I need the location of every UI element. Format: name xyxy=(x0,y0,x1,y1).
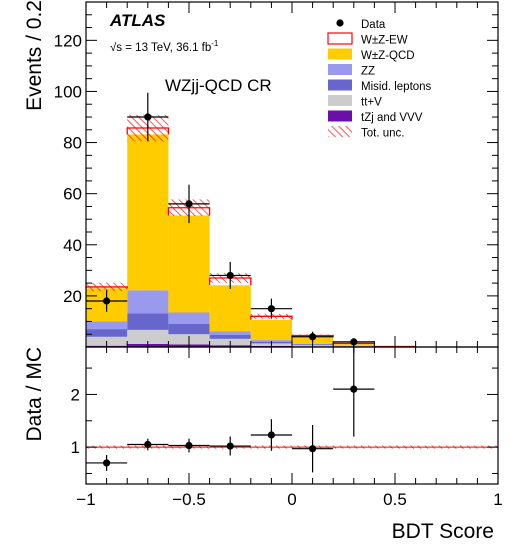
bar-misid-leptons-bin-1 xyxy=(127,313,169,330)
legend-w-z-ew-label: W±Z-EW xyxy=(361,35,408,47)
ratio-point-0 xyxy=(103,459,111,467)
legend-tt-v-swatch xyxy=(328,95,352,106)
bar-zz-bin-4 xyxy=(250,340,292,342)
bar-w-z-qcd-bin-4 xyxy=(250,319,292,341)
experiment-label: ATLAS xyxy=(109,11,166,30)
data-point-0 xyxy=(103,297,111,305)
legend-tzj-and-vvv-label: tZj and VVV xyxy=(361,112,423,124)
top-panel-ticks: 20 40 60 80 100 120 xyxy=(54,2,499,347)
bar-zz-bin-3 xyxy=(209,331,251,335)
data-point-2 xyxy=(185,200,193,208)
region-label: WZjj-QCD CR xyxy=(165,76,272,95)
bar-w-z-qcd-bin-1 xyxy=(127,134,169,291)
x-tick-label: −1 xyxy=(76,490,95,509)
legend-data-label: Data xyxy=(361,19,386,31)
ratio-point-5 xyxy=(309,445,317,453)
legend-zz-swatch xyxy=(328,64,352,75)
data-point-3 xyxy=(226,271,234,280)
legend: Data W±Z-EW W±Z-QCD ZZ Misid. leptons tt+V tZj… xyxy=(327,19,432,140)
top-y-tick-label: 100 xyxy=(54,82,82,101)
bar-zz-bin-2 xyxy=(168,312,210,324)
data-point-5 xyxy=(309,333,317,341)
bar-misid-leptons-bin-2 xyxy=(168,324,210,335)
top-y-tick-label: 80 xyxy=(63,134,82,153)
bar-tt-v-bin-1 xyxy=(127,329,169,344)
energy-superscript: -1 xyxy=(211,39,219,48)
bar-zz-bin-0 xyxy=(86,321,128,330)
data-point-1 xyxy=(144,113,152,121)
bar-w-z-qcd-bin-2 xyxy=(168,215,210,313)
legend-tot-unc--swatch xyxy=(328,126,352,137)
ratio-point-4 xyxy=(267,431,275,439)
ratio-panel-frame xyxy=(85,346,499,485)
legend-misid-leptons-label: Misid. leptons xyxy=(361,81,432,93)
top-y-tick-label: 60 xyxy=(63,185,82,204)
unc-bin-0 xyxy=(86,282,128,292)
bar-zz-bin-1 xyxy=(127,290,169,314)
energy-label: √s = 13 TeV, 36.1 fb-1 xyxy=(110,39,219,54)
top-y-tick-label: 120 xyxy=(54,31,82,50)
x-axis-title: BDT Score xyxy=(392,520,494,543)
x-tick-label: −0.5 xyxy=(172,490,206,509)
x-tick-label: 1 xyxy=(493,490,502,509)
legend-tot-unc--label: Tot. unc. xyxy=(361,128,404,140)
top-y-tick-label: 40 xyxy=(63,236,82,255)
data-point-4 xyxy=(267,305,275,313)
top-y-tick-label: 20 xyxy=(63,287,82,306)
legend-tt-v-label: tt+V xyxy=(361,97,382,109)
bar-misid-leptons-bin-0 xyxy=(86,329,128,337)
ratio-y-tick-label: 2 xyxy=(71,385,80,404)
legend-misid-leptons-swatch xyxy=(328,79,352,91)
ratio-y-tick-label: 1 xyxy=(71,438,80,457)
ratio-uncertainty-band xyxy=(86,445,498,449)
ratio-point-6 xyxy=(350,385,358,393)
x-tick-label: 0.5 xyxy=(383,490,407,509)
ratio-panel-ticks: 1 2 −1 −0.5 0 0.5 1 xyxy=(71,347,503,509)
ratio-points xyxy=(86,341,375,473)
legend-zz-label: ZZ xyxy=(361,66,375,78)
legend-data-marker xyxy=(336,19,344,27)
ratio-point-2 xyxy=(185,441,193,450)
legend-w-z-qcd-label: W±Z-QCD xyxy=(361,50,415,62)
ratio-y-axis-title: Data / MC xyxy=(23,347,46,442)
ratio-point-3 xyxy=(226,442,234,450)
bar-misid-leptons-bin-3 xyxy=(209,334,251,339)
legend-tzj-and-vvv-swatch xyxy=(328,110,352,122)
top-y-axis-title: Events / 0.2 xyxy=(23,0,46,111)
ratio-point-1 xyxy=(144,440,152,449)
legend-w-z-ew-swatch xyxy=(327,32,353,45)
bar-w-z-qcd-bin-3 xyxy=(209,285,251,332)
x-tick-label: 0 xyxy=(287,490,296,509)
legend-w-z-qcd-swatch xyxy=(328,48,352,60)
